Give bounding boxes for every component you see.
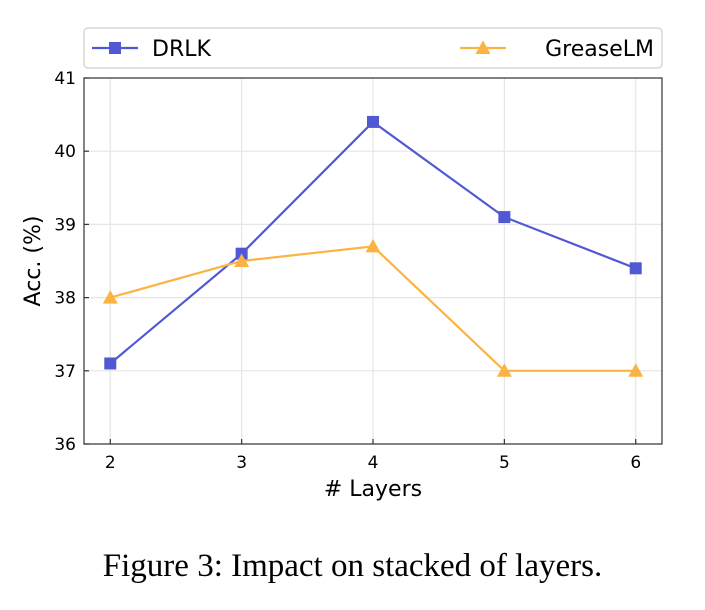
greaselm-point	[365, 238, 381, 253]
figure-caption: Figure 3: Impact on stacked of layers.	[102, 548, 603, 584]
y-tick-label: 41	[54, 69, 76, 89]
drlk-point	[629, 262, 642, 275]
legend-greaselm-label: GreaseLM	[545, 37, 654, 62]
y-tick-label: 39	[54, 215, 76, 235]
x-tick-label: 2	[105, 453, 116, 473]
legend-greaselm-marker	[475, 40, 491, 54]
legend: DRLK GreaseLM	[83, 27, 663, 69]
grid-lines	[84, 77, 662, 445]
x-axis-label: # Layers	[324, 477, 422, 502]
line-chart: 2 3 4 5 6 36 37 38 39 40 41 # Layers Acc. (%) DRLK…	[21, 27, 663, 502]
drlk-point	[367, 115, 379, 128]
axis-ticks: 2 3 4 5 6 36 37 38 39 40 41	[54, 69, 641, 473]
series-layer	[102, 115, 644, 377]
legend-drlk-label: DRLK	[152, 37, 211, 62]
y-tick-label: 36	[54, 435, 76, 455]
drlk-point	[104, 357, 117, 370]
greaselm-point	[496, 363, 512, 377]
x-tick-label: 4	[368, 453, 379, 473]
x-tick-label: 6	[630, 453, 641, 473]
series-greaselm	[102, 238, 644, 377]
drlk-point	[498, 211, 511, 224]
x-tick-label: 3	[236, 453, 247, 473]
y-tick-label: 40	[54, 142, 76, 162]
greaselm-point	[234, 253, 250, 267]
greaselm-point	[102, 290, 118, 304]
legend-box	[83, 27, 663, 69]
legend-drlk-marker	[109, 42, 121, 54]
y-tick-label: 38	[54, 289, 76, 309]
y-tick-label: 37	[54, 362, 76, 382]
x-tick-label: 5	[499, 453, 510, 473]
greaselm-point	[628, 363, 644, 377]
y-axis-label: Acc. (%)	[21, 216, 46, 307]
